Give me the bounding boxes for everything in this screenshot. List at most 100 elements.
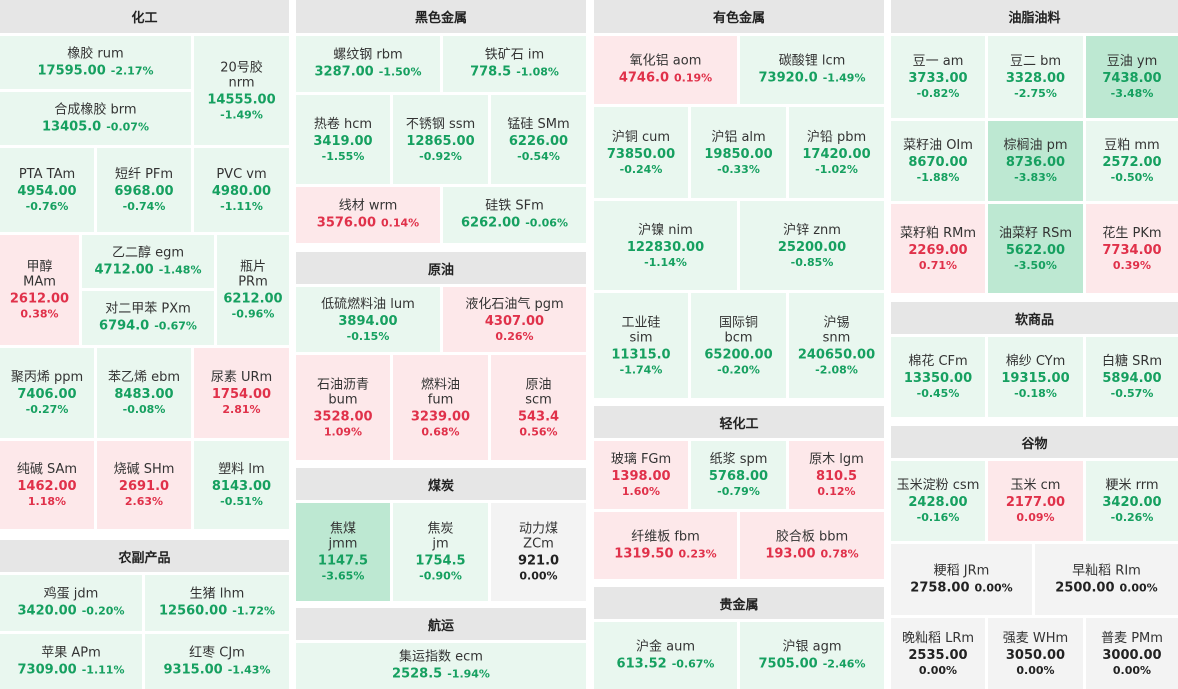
contract-name: 不锈钢 ssm [405,116,476,132]
contract-tile-scm[interactable]: 原油 scm 543.4 0.56% [491,355,586,460]
contract-tile-jdm[interactable]: 鸡蛋 jdm 3420.00 -0.20% [0,575,142,631]
contract-tile-pmm[interactable]: 普麦 PMm 3000.00 0.00% [1086,618,1178,689]
contract-tile-rrm[interactable]: 粳米 rrm 3420.00 -0.26% [1086,461,1178,541]
contract-price: 12560.00 [159,603,228,619]
contract-tile-aom[interactable]: 氧化铝 aom 4746.0 0.19% [594,36,737,104]
contract-name: 橡胶 rum [67,46,124,61]
contract-change: -0.20% [717,363,760,376]
contract-name: 沪镍 nim [638,222,693,238]
contract-change: 0.19% [674,71,713,85]
section-header: 油脂油料 [891,0,1178,33]
contract-name: 锰硅 SMm [507,116,570,132]
contract-tile-cjm[interactable]: 红枣 CJm 9315.00 -1.43% [145,634,289,689]
contract-price: 4746.0 [618,70,669,86]
contract-change: -0.82% [916,87,960,100]
contract-tile-srm[interactable]: 白糖 SRm 5894.00 -0.57% [1086,337,1178,417]
contract-tile-lrm[interactable]: 晚籼稻 LRm 2535.00 0.00% [891,618,985,689]
contract-tile-nrm[interactable]: 20号胶 nrm 14555.00 -1.49% [194,36,289,145]
contract-tile-bm[interactable]: 豆二 bm 3328.00 -2.75% [988,36,1083,118]
contract-tile-fgm[interactable]: 玻璃 FGm 1398.00 1.60% [594,441,688,509]
contract-tile-rbm[interactable]: 螺纹钢 rbm 3287.00 -1.50% [296,36,440,92]
contract-price: 122830.00 [626,239,705,255]
contract-tile-pm[interactable]: 棕榈油 pm 8736.00 -3.83% [988,121,1083,201]
contract-tile-wrm[interactable]: 线材 wrm 3576.00 0.14% [296,187,440,243]
contract-tile-pxm[interactable]: 对二甲苯 PXm 6794.0 -0.67% [82,291,214,345]
contract-tile-prm[interactable]: 瓶片 PRm 6212.00 -0.96% [217,235,289,345]
contract-change: -2.46% [822,657,866,670]
contract-change: 0.78% [820,547,859,560]
contract-tile-hcm[interactable]: 热卷 hcm 3419.00 -1.55% [296,95,390,184]
contract-tile-am[interactable]: 豆一 am 3733.00 -0.82% [891,36,985,118]
contract-change: -0.20% [81,604,125,618]
contract-tile-znm[interactable]: 沪锌 znm 25200.00 -0.85% [740,201,884,290]
contract-tile-spm[interactable]: 纸浆 spm 5768.00 -0.79% [691,441,786,509]
contract-tile-rum[interactable]: 橡胶 rum 17595.00 -2.17% [0,36,191,89]
contract-tile-oim[interactable]: 菜籽油 OIm 8670.00 -1.88% [891,121,985,201]
contract-change: 0.39% [1112,258,1152,272]
contract-name: 工业硅 sim [621,315,661,345]
contract-tile-bum[interactable]: 石油沥青 bum 3528.00 1.09% [296,355,390,460]
contract-tile-snm[interactable]: 沪锡 snm 240650.00 -2.08% [789,293,884,398]
contract-tile-pfm[interactable]: 短纤 PFm 6968.00 -0.74% [97,148,191,232]
contract-tile-cym[interactable]: 棉纱 CYm 19315.00 -0.18% [988,337,1083,417]
contract-tile-pkm[interactable]: 花生 PKm 7734.00 0.39% [1086,204,1178,293]
contract-tile-mm[interactable]: 豆粕 mm 2572.00 -0.50% [1086,121,1178,201]
contract-tile-fbm[interactable]: 纤维板 fbm 1319.50 0.23% [594,512,737,579]
contract-name: 燃料油 fum [420,377,460,407]
contract-tile-lhm[interactable]: 生猪 lhm 12560.00 -1.72% [145,575,289,631]
contract-name: 乙二醇 egm [111,245,185,260]
contract-tile-csm[interactable]: 玉米淀粉 csm 2428.00 -0.16% [891,461,985,541]
section-header: 煤炭 [296,468,586,500]
contract-tile-rim[interactable]: 早籼稻 RIm 2500.00 0.00% [1035,544,1178,615]
contract-tile-pbm[interactable]: 沪铅 pbm 17420.00 -1.02% [789,107,884,198]
contract-tile-jm[interactable]: 焦炭 jm 1754.5 -0.90% [393,503,488,601]
contract-tile-sim[interactable]: 工业硅 sim 11315.0 -1.74% [594,293,688,398]
contract-tile-agm[interactable]: 沪银 agm 7505.00 -2.46% [740,622,884,689]
contract-tile-im[interactable]: 铁矿石 im 778.5 -1.08% [443,36,586,92]
contract-tile-ppm[interactable]: 聚丙烯 ppm 7406.00 -0.27% [0,348,94,438]
contract-name: PVC vm [216,167,267,182]
contract-tile-cfm[interactable]: 棉花 CFm 13350.00 -0.45% [891,337,985,417]
contract-change: -0.96% [231,307,275,321]
contract-tile-mam[interactable]: 甲醇 MAm 2612.00 0.38% [0,235,79,345]
contract-tile-bcm[interactable]: 国际铜 bcm 65200.00 -0.20% [691,293,786,398]
contract-tile-ssm[interactable]: 不锈钢 ssm 12865.00 -0.92% [393,95,488,184]
contract-tile-lgm[interactable]: 原木 lgm 810.5 0.12% [789,441,884,509]
contract-tile-zcm[interactable]: 动力煤 ZCm 921.0 0.00% [491,503,586,601]
contract-tile-lum[interactable]: 低硫燃料油 lum 3894.00 -0.15% [296,287,440,352]
contract-tile-rsm[interactable]: 油菜籽 RSm 5622.00 -3.50% [988,204,1083,293]
contract-tile-apm[interactable]: 苹果 APm 7309.00 -1.11% [0,634,142,689]
contract-tile-shm[interactable]: 烧碱 SHm 2691.0 2.63% [97,441,191,529]
contract-tile-smm[interactable]: 锰硅 SMm 6226.00 -0.54% [491,95,586,184]
contract-tile-ym[interactable]: 豆油 ym 7438.00 -3.48% [1086,36,1178,118]
contract-tile-egm[interactable]: 乙二醇 egm 4712.00 -1.48% [82,235,214,288]
contract-tile-urm[interactable]: 尿素 URm 1754.00 2.81% [194,348,289,438]
contract-change: 0.09% [1016,511,1055,524]
contract-tile-lcm[interactable]: 碳酸锂 lcm 73920.0 -1.49% [740,36,884,104]
contract-tile-sam[interactable]: 纯碱 SAm 1462.00 1.18% [0,441,94,529]
contract-price: 1147.5 [317,553,369,569]
contract-price: 4712.00 [94,262,154,277]
contract-change: 0.00% [1119,581,1158,594]
contract-tile-whm[interactable]: 强麦 WHm 3050.00 0.00% [988,618,1083,689]
contract-tile-jrm[interactable]: 粳稻 JRm 2758.00 0.00% [891,544,1032,615]
contract-tile-alm[interactable]: 沪铝 alm 19850.00 -0.33% [691,107,786,198]
contract-tile-pgm[interactable]: 液化石油气 pgm 4307.00 0.26% [443,287,586,352]
contract-tile-bbm[interactable]: 胶合板 bbm 193.00 0.78% [740,512,884,579]
contract-tile-ecm[interactable]: 集运指数 ecm 2528.5 -1.94% [296,643,586,689]
contract-tile-rmm[interactable]: 菜籽粕 RMm 2269.00 0.71% [891,204,985,293]
contract-tile-cm[interactable]: 玉米 cm 2177.00 0.09% [988,461,1083,541]
contract-tile-cum[interactable]: 沪铜 cum 73850.00 -0.24% [594,107,688,198]
contract-tile-vm[interactable]: PVC vm 4980.00 -1.11% [194,148,289,232]
contract-name: 塑料 lm [218,462,265,477]
contract-tile-nim[interactable]: 沪镍 nim 122830.00 -1.14% [594,201,737,290]
contract-tile-jmm[interactable]: 焦煤 jmm 1147.5 -3.65% [296,503,390,601]
contract-tile-lm[interactable]: 塑料 lm 8143.00 -0.51% [194,441,289,529]
contract-tile-brm[interactable]: 合成橡胶 brm 13405.0 -0.07% [0,92,191,145]
contract-tile-sfm[interactable]: 硅铁 SFm 6262.00 -0.06% [443,187,586,243]
contract-name: 白糖 SRm [1101,354,1163,369]
contract-tile-ebm[interactable]: 苯乙烯 ebm 8483.00 -0.08% [97,348,191,438]
contract-tile-aum[interactable]: 沪金 aum 613.52 -0.67% [594,622,737,689]
contract-tile-fum[interactable]: 燃料油 fum 3239.00 0.68% [393,355,488,460]
contract-tile-tam[interactable]: PTA TAm 4954.00 -0.76% [0,148,94,232]
